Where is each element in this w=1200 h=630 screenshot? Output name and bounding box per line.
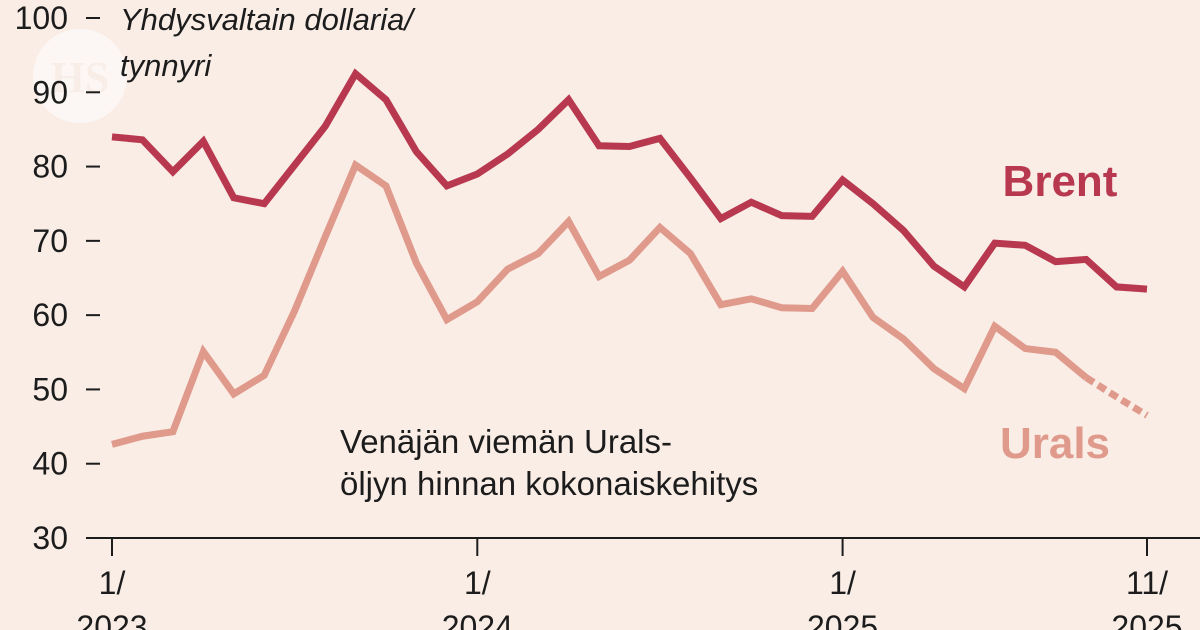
series-label-urals: Urals bbox=[1000, 419, 1110, 468]
x-tick-label: 1/ bbox=[464, 565, 491, 601]
y-tick-label: 30 bbox=[32, 520, 68, 556]
x-tick-label: 2025 bbox=[807, 609, 878, 630]
chart-annotation: Venäjän viemän Urals- öljyn hinnan kokon… bbox=[340, 423, 758, 502]
x-tick-label: 2025 bbox=[1111, 609, 1182, 630]
y-tick-label: 80 bbox=[32, 149, 68, 185]
unit-label-line-1: Yhdysvaltain dollaria/ bbox=[120, 2, 416, 37]
y-tick-label: 100 bbox=[15, 0, 68, 36]
series-label-brent: Brent bbox=[1003, 157, 1118, 206]
y-tick-label: 60 bbox=[32, 297, 68, 333]
x-tick-label: 1/ bbox=[829, 565, 856, 601]
x-tick-label: 1/ bbox=[99, 565, 126, 601]
svg-text:HS: HS bbox=[51, 53, 110, 102]
x-tick-label: 11/ bbox=[1126, 565, 1168, 601]
hs-logo: HS bbox=[33, 29, 127, 123]
y-tick-label: 50 bbox=[32, 371, 68, 407]
x-tick-label: 2023 bbox=[76, 609, 147, 630]
annotation-line-2: öljyn hinnan kokonaiskehitys bbox=[340, 465, 758, 502]
annotation-line-1: Venäjän viemän Urals- bbox=[340, 423, 672, 460]
y-tick-label: 90 bbox=[32, 74, 68, 110]
series-line-brent bbox=[111, 68, 1148, 293]
unit-label: Yhdysvaltain dollaria/ tynnyri bbox=[120, 2, 422, 83]
y-axis-ticks: 30 40 50 60 70 80 90 100 bbox=[15, 0, 100, 556]
y-tick-label: 70 bbox=[32, 223, 68, 259]
x-axis-ticks: 1/2023 1/2024 1/2025 11/2025 bbox=[76, 538, 1183, 630]
series-layer bbox=[111, 68, 1149, 448]
unit-label-line-2: tynnyri bbox=[120, 48, 212, 83]
series-line-urals-estimate bbox=[1084, 374, 1149, 419]
y-tick-label: 40 bbox=[32, 446, 68, 482]
x-tick-label: 2024 bbox=[442, 609, 513, 630]
series-line-urals bbox=[111, 159, 1089, 448]
